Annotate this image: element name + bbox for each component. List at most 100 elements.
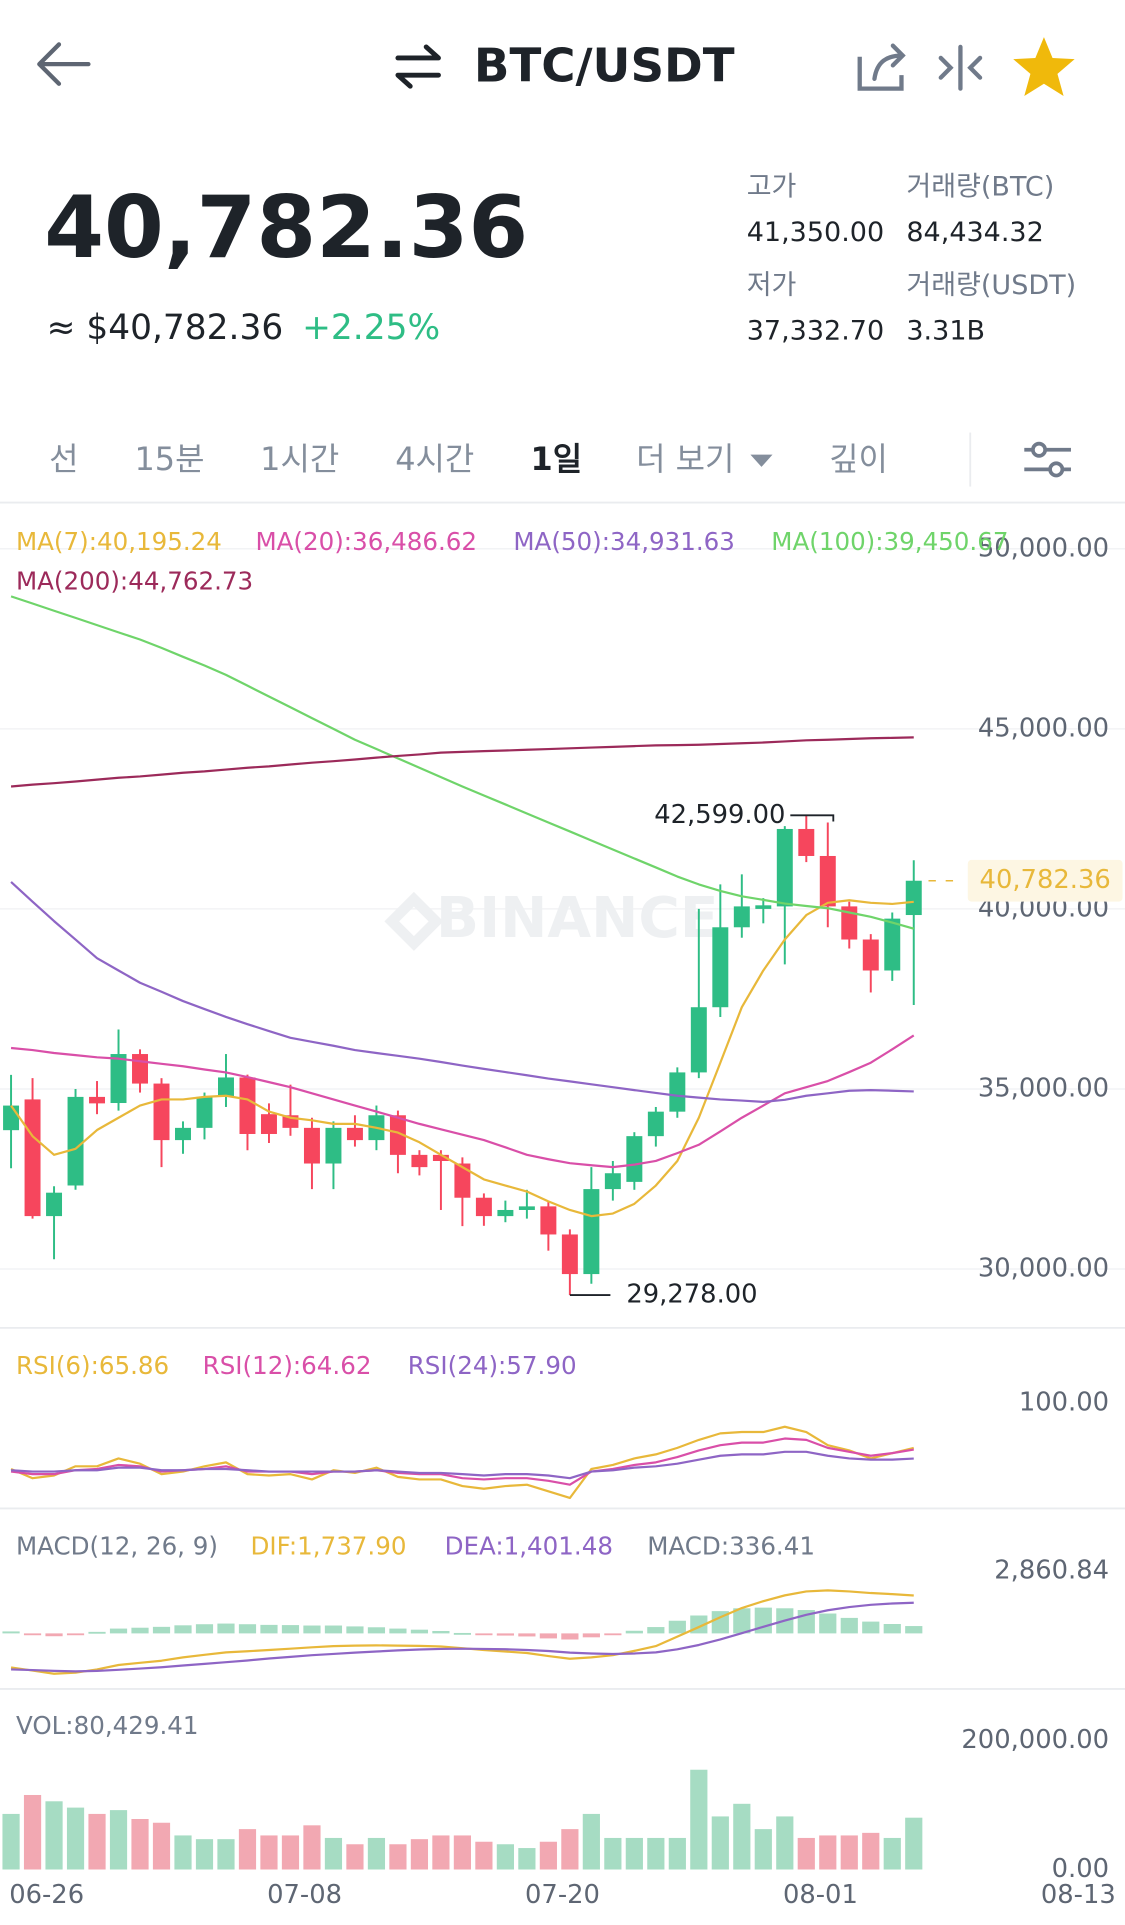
tab[interactable]: 더 보기 (636, 440, 734, 478)
macd-bar (453, 1632, 472, 1635)
candle-body (389, 1115, 406, 1155)
volume-bar (561, 1829, 579, 1870)
stat-value: 41,350.00 (747, 217, 884, 248)
swap-icon[interactable] (395, 44, 441, 89)
compare-icon[interactable] (938, 44, 983, 91)
volume-bar (23, 1794, 42, 1870)
candle-body (733, 906, 750, 928)
indicator-title: VOL:80,429.41 (16, 1711, 199, 1740)
indicator-line (10, 736, 914, 788)
volume-bar (797, 1837, 815, 1870)
candle-body (454, 1163, 471, 1198)
volume-bar (539, 1841, 557, 1870)
macd-bar (604, 1633, 622, 1636)
volume-bar (862, 1832, 880, 1870)
volume-bar (690, 1769, 708, 1870)
macd-bar (281, 1625, 300, 1634)
volume-bar (367, 1837, 386, 1870)
macd-bar (195, 1624, 214, 1634)
indicator-line (10, 1450, 914, 1480)
macd-bar (174, 1625, 192, 1634)
tab[interactable]: 선 (49, 440, 78, 478)
candle-body (3, 1105, 20, 1131)
volume-bar (109, 1810, 128, 1870)
indicator-line (10, 1425, 915, 1500)
volume-bar (668, 1837, 686, 1870)
volume-bar (238, 1829, 257, 1870)
macd-bar (367, 1627, 386, 1634)
candle-body (690, 1007, 707, 1073)
settings-icon[interactable] (1024, 441, 1071, 478)
back-button[interactable] (37, 42, 91, 86)
candle-body (905, 880, 922, 916)
volume-bar (453, 1835, 472, 1870)
candle-body (540, 1206, 557, 1235)
indicator-line (11, 1601, 914, 1673)
favorite-star[interactable] (1013, 37, 1075, 97)
macd-bar (131, 1627, 149, 1634)
volume-bar (711, 1816, 729, 1870)
candle-body (196, 1096, 213, 1128)
y-tick-label: 35,000.00 (978, 1073, 1109, 1103)
stat-label: 저가 (747, 270, 797, 301)
tab[interactable]: 4시간 (395, 440, 474, 478)
candle-body (776, 828, 793, 907)
macd-bar (733, 1608, 751, 1634)
dropdown-caret[interactable] (750, 454, 773, 467)
macd-bar (862, 1621, 880, 1634)
tab[interactable]: 15분 (134, 440, 204, 478)
tab[interactable]: 깊이 (829, 440, 888, 478)
macd-bar (217, 1623, 235, 1634)
macd-bar (2, 1631, 20, 1634)
macd-bar (582, 1633, 600, 1638)
candle-body (217, 1077, 234, 1097)
candle-body (819, 855, 836, 907)
macd-bar (88, 1631, 106, 1634)
volume-bar (260, 1835, 278, 1870)
volume-bar (883, 1837, 901, 1870)
macd-bar (668, 1620, 686, 1634)
stat-label: 거래량(BTC) (906, 172, 1054, 203)
volume-bar (776, 1816, 794, 1870)
volume-bar (281, 1835, 300, 1870)
share-arrow[interactable] (872, 43, 906, 81)
volume-bar (819, 1835, 837, 1870)
candle-body (325, 1127, 342, 1164)
macd-bar (883, 1624, 901, 1634)
pair-title[interactable]: BTC/USDT (474, 40, 735, 94)
candle-body (669, 1072, 686, 1112)
volume-bar (754, 1829, 772, 1870)
tab[interactable]: 1일 (531, 440, 583, 478)
stat-value: 37,332.70 (747, 315, 884, 346)
candle-body (604, 1173, 621, 1190)
candle-body (518, 1206, 535, 1210)
candle-body (346, 1127, 363, 1141)
macd-bar (496, 1633, 514, 1636)
candle-body (89, 1096, 106, 1104)
y-tick-label: 2,860.84 (994, 1555, 1109, 1585)
legend-entry: MA(100):39,450.67 (771, 527, 1008, 556)
last-price-label: 40,782.36 (980, 865, 1111, 895)
stat-value: 84,434.32 (906, 217, 1043, 248)
y-tick-label: 50,000.00 (978, 533, 1109, 563)
tab[interactable]: 1시간 (260, 440, 339, 478)
candle-body (583, 1189, 600, 1275)
macd-bar (711, 1611, 729, 1634)
candle-body (432, 1154, 449, 1161)
candle-body (260, 1114, 277, 1134)
candle-body (561, 1234, 578, 1275)
price-change: +2.25% (302, 308, 440, 348)
macd-bar (324, 1625, 343, 1634)
x-tick-label: 08-13 (1041, 1880, 1116, 1910)
macd-bar (905, 1626, 923, 1634)
volume-bar (905, 1817, 923, 1870)
y-tick-label: 100.00 (1019, 1387, 1109, 1417)
volume-bar (625, 1837, 643, 1870)
volume-bar (389, 1844, 407, 1870)
candle-body (497, 1209, 514, 1217)
macd-bar (647, 1627, 665, 1634)
share-icon[interactable] (857, 56, 904, 91)
last-price-tag (967, 859, 1123, 902)
